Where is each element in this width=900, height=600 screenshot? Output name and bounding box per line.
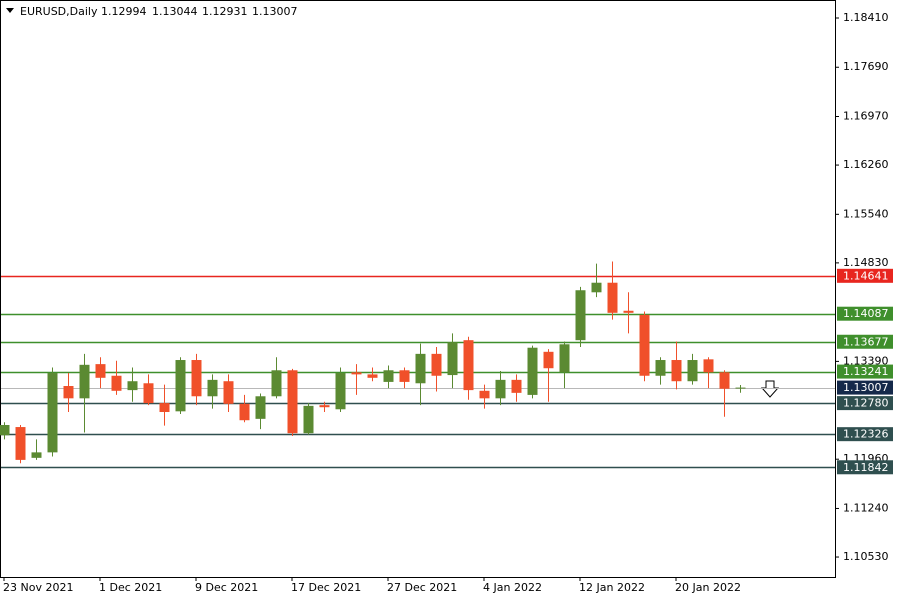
x-tick-label: 20 Jan 2022 — [675, 581, 741, 594]
level-label: 1.14641 — [843, 269, 889, 282]
candle-body — [143, 383, 154, 404]
level-label-box — [837, 334, 893, 349]
candle-body — [431, 353, 442, 376]
candle-body — [495, 379, 506, 399]
candle-body — [543, 351, 554, 369]
candle-body — [63, 386, 74, 399]
level-label: 1.13007 — [843, 381, 889, 394]
candle-body — [399, 370, 410, 382]
candle-body — [607, 282, 618, 313]
candle-body — [367, 374, 378, 378]
candle-body — [463, 340, 474, 391]
candle-body — [239, 403, 250, 421]
candle-body — [79, 364, 90, 399]
y-tick-label: 1.13390 — [843, 354, 889, 367]
candle-body — [175, 360, 186, 412]
x-tick-label: 4 Jan 2022 — [483, 581, 542, 594]
header-value: 1.12994 — [101, 5, 147, 18]
header-value: 1.12931 — [202, 5, 248, 18]
candle-body — [31, 452, 42, 458]
candle-body — [335, 373, 346, 410]
candle-body — [655, 360, 666, 376]
candle-body — [159, 403, 170, 413]
y-tick-label: 1.17690 — [843, 60, 889, 73]
level-label: 1.13677 — [843, 335, 889, 348]
x-tick-label: 17 Dec 2021 — [291, 581, 361, 594]
candle-body — [511, 379, 522, 393]
level-label-box — [837, 268, 893, 283]
level-label: 1.12780 — [843, 397, 889, 410]
level-label-box — [837, 380, 893, 395]
candle-body — [111, 375, 122, 391]
level-label-box — [837, 364, 893, 379]
candle-body — [415, 353, 426, 384]
candle-body — [47, 373, 58, 453]
level-label-box — [837, 306, 893, 321]
candle-body — [639, 314, 650, 376]
level-label: 1.12326 — [843, 428, 889, 441]
candle-body — [687, 360, 698, 382]
x-tick-label: 1 Dec 2021 — [99, 581, 162, 594]
header-value: 1.13007 — [252, 5, 298, 18]
candle-body — [671, 360, 682, 382]
level-label: 1.11842 — [843, 461, 889, 474]
y-tick-label: 1.11240 — [843, 501, 889, 514]
x-tick-label: 9 Dec 2021 — [195, 581, 258, 594]
level-label: 1.13241 — [843, 365, 889, 378]
candle-body — [735, 387, 746, 389]
y-tick-label: 1.16260 — [843, 158, 889, 171]
candle-body — [255, 396, 266, 419]
candle-body — [623, 310, 634, 313]
candle-body — [303, 405, 314, 434]
candle-body — [319, 405, 330, 408]
candle-body — [383, 370, 394, 382]
symbol-label: EURUSD,Daily — [20, 5, 98, 18]
candle-body — [559, 344, 570, 373]
level-label-box — [837, 427, 893, 442]
candle-body — [719, 372, 730, 389]
candle-body — [527, 347, 538, 395]
y-tick-label: 1.10530 — [843, 550, 889, 563]
candle-body — [271, 370, 282, 397]
plot-frame — [0, 0, 836, 578]
candle-body — [703, 359, 714, 373]
x-tick-label: 27 Dec 2021 — [387, 581, 457, 594]
y-tick-label: 1.15540 — [843, 207, 889, 220]
candle-body — [575, 290, 586, 341]
candle-body — [95, 364, 106, 378]
candle-body — [15, 427, 26, 460]
level-label: 1.14087 — [843, 307, 889, 320]
candle-body — [591, 282, 602, 293]
y-tick-label: 1.16970 — [843, 109, 889, 122]
candle-body — [351, 372, 362, 375]
candle-body — [287, 370, 298, 434]
level-label-box — [837, 396, 893, 411]
candle-body — [0, 425, 10, 436]
candle-body — [207, 379, 218, 397]
header-value: 1.13044 — [152, 5, 198, 18]
candle-body — [191, 360, 202, 397]
y-tick-label: 1.14830 — [843, 256, 889, 269]
y-tick-label: 1.18410 — [843, 11, 889, 24]
x-tick-label: 23 Nov 2021 — [3, 581, 73, 594]
level-label-box — [837, 460, 893, 475]
candle-body — [127, 381, 138, 391]
candle-body — [479, 390, 490, 399]
candle-body — [447, 342, 458, 376]
candle-body — [223, 381, 234, 404]
x-tick-label: 12 Jan 2022 — [579, 581, 645, 594]
menu-triangle[interactable] — [6, 8, 14, 13]
